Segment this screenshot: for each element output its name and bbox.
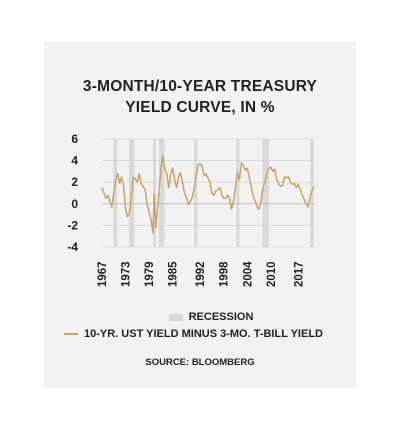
recession-band-1 — [113, 139, 118, 247]
x-tick-label: 1979 — [144, 261, 156, 287]
recession-band-5 — [194, 139, 198, 247]
chart-title-line-1: 3-MONTH/10-YEAR TREASURY — [82, 78, 318, 95]
yield-curve-chart: 6 4 2 0 -2 -4 1967 1973 1979 1985 1992 1998 2004 201… — [67, 132, 315, 287]
recession-bands — [113, 139, 314, 247]
y-tick-label: 4 — [71, 154, 78, 168]
recession-band-6 — [236, 139, 240, 247]
series-swatch — [64, 333, 78, 336]
y-tick-label: 0 — [71, 197, 78, 211]
recession-band-3 — [153, 139, 157, 247]
legend-series: 10-YR. UST YIELD MINUS 3-MO. T-BILL YIEL… — [64, 328, 356, 340]
legend-series-label: 10-YR. UST YIELD MINUS 3-MO. T-BILL YIEL… — [84, 328, 323, 340]
x-tick-label: 1967 — [97, 261, 109, 287]
y-tick-label: 6 — [71, 132, 78, 146]
source-note: SOURCE: BLOOMBERG — [145, 357, 255, 368]
x-tick-label: 1973 — [121, 261, 133, 287]
chart-panel: 3-MONTH/10-YEAR TREASURY YIELD CURVE, IN… — [44, 42, 356, 388]
y-tick-label: -4 — [67, 240, 78, 254]
x-tick-label: 2004 — [242, 261, 254, 287]
x-tick-label: 2017 — [293, 261, 305, 287]
x-tick-label: 1992 — [195, 261, 207, 287]
y-tick-label: -2 — [67, 218, 78, 232]
chart-title-line-2: YIELD CURVE, IN % — [125, 99, 275, 116]
grid-lines — [102, 138, 314, 248]
x-tick-label: 2010 — [266, 261, 278, 287]
series-lines — [101, 154, 315, 234]
x-axis-tick-labels: 1967 1973 1979 1985 1992 1998 2004 2010 2017 — [97, 261, 305, 287]
x-tick-label: 1985 — [168, 261, 180, 287]
series-line-1 — [101, 154, 315, 234]
y-axis-tick-labels: 6 4 2 0 -2 -4 — [67, 132, 78, 254]
recession-band-7 — [262, 139, 269, 247]
x-tick-label: 1998 — [219, 261, 231, 287]
legend-recession-label: RECESSION — [188, 311, 254, 323]
recession-band-4 — [158, 139, 165, 247]
legend-recession: RECESSION — [44, 311, 356, 323]
chart-title: 3-MONTH/10-YEAR TREASURY YIELD CURVE, IN… — [44, 76, 356, 118]
recession-swatch — [168, 313, 183, 321]
y-tick-label: 2 — [71, 175, 78, 189]
